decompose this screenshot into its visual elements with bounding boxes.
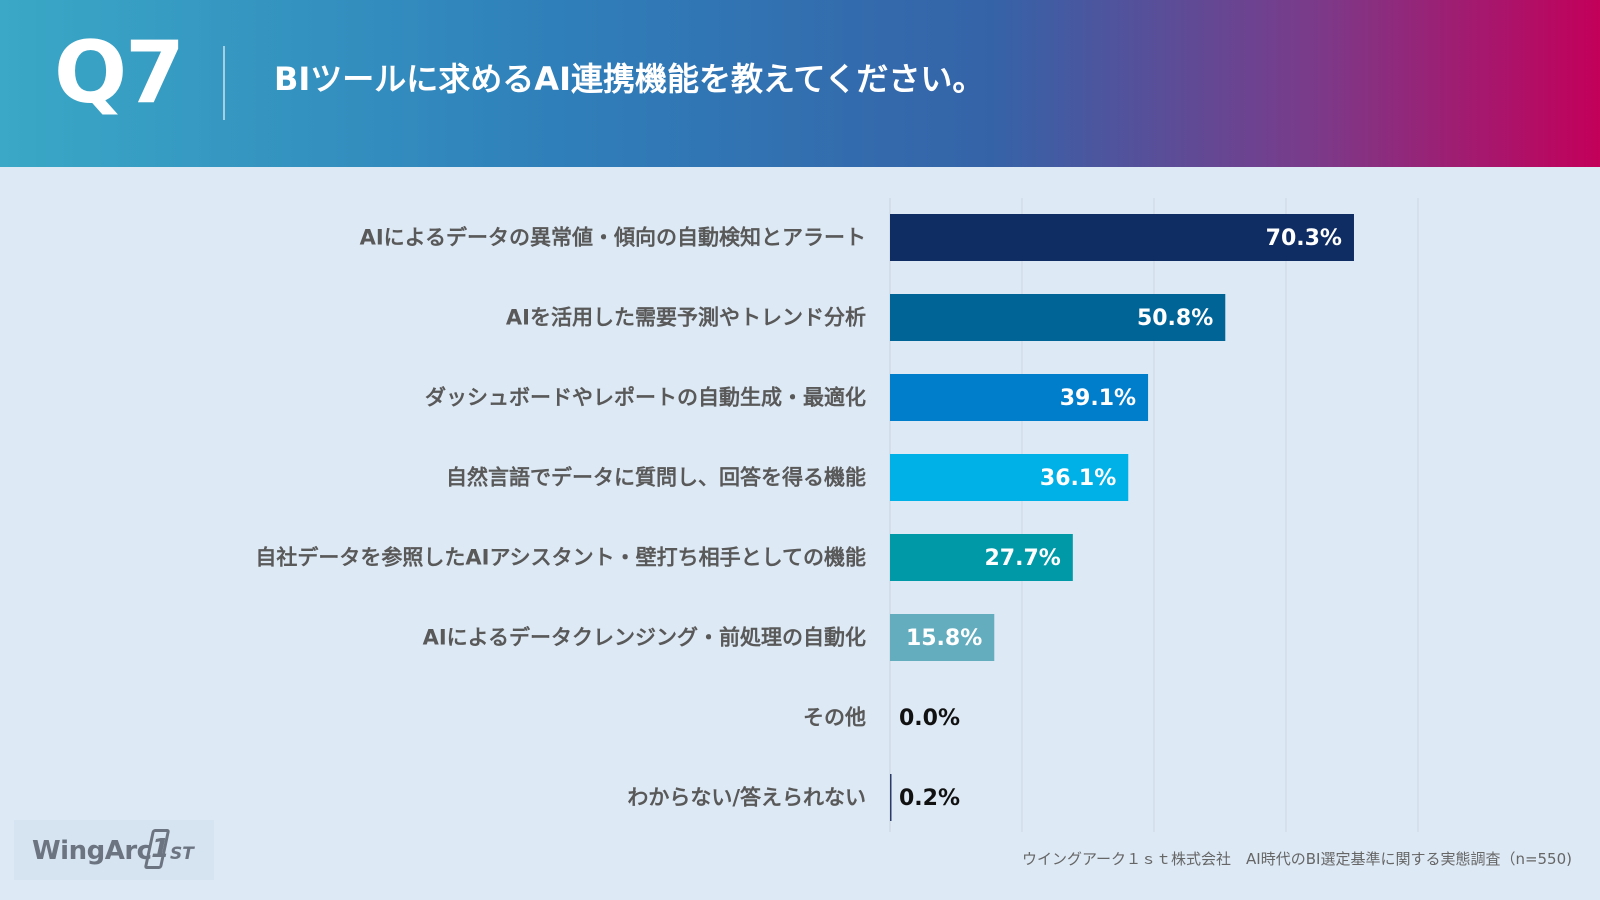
logo-digit-mark: 1 bbox=[143, 829, 172, 869]
value-label: 70.3% bbox=[1266, 226, 1342, 251]
category-label: AIによるデータクレンジング・前処理の自動化 bbox=[423, 626, 866, 650]
logo-wordmark: WingArc bbox=[32, 836, 152, 866]
category-label: AIを活用した需要予測やトレンド分析 bbox=[506, 306, 866, 330]
company-logo: WingArc 1 ST bbox=[14, 820, 214, 880]
bar bbox=[890, 534, 1073, 581]
bar bbox=[890, 614, 995, 661]
category-label: その他 bbox=[803, 706, 866, 730]
bar bbox=[890, 774, 892, 821]
bars bbox=[890, 214, 1354, 821]
category-labels: AIによるデータの異常値・傾向の自動検知とアラート AIを活用した需要予測やトレン… bbox=[255, 226, 866, 810]
value-label: 0.2% bbox=[899, 786, 960, 811]
question-number: Q7 bbox=[54, 23, 185, 123]
value-label: 15.8% bbox=[906, 626, 982, 651]
bar bbox=[890, 294, 1226, 341]
header-divider bbox=[223, 46, 225, 120]
bar bbox=[890, 454, 1129, 501]
value-label: 36.1% bbox=[1040, 466, 1116, 491]
value-labels: 70.3% 50.8% 39.1% 36.1% 27.7% 15.8% 0.0% 0.2% bbox=[899, 226, 1342, 811]
logo-suffix: ST bbox=[170, 844, 194, 864]
bar bbox=[890, 214, 1354, 261]
header-banner: Q7 BIツールに求めるAI連携機能を教えてください。 bbox=[0, 0, 1600, 167]
grid-lines bbox=[889, 198, 1419, 832]
value-label: 0.0% bbox=[899, 706, 960, 731]
category-label: わからない/答えられない bbox=[627, 786, 866, 810]
bar bbox=[890, 374, 1149, 421]
value-label: 27.7% bbox=[984, 546, 1060, 571]
question-title: BIツールに求めるAI連携機能を教えてください。 bbox=[274, 60, 985, 98]
value-label: 50.8% bbox=[1137, 306, 1213, 331]
value-label: 39.1% bbox=[1060, 386, 1136, 411]
category-label: 自然言語でデータに質問し、回答を得る機能 bbox=[446, 466, 866, 490]
category-label: AIによるデータの異常値・傾向の自動検知とアラート bbox=[360, 226, 866, 250]
category-label: 自社データを参照したAIアシスタント・壁打ち相手としての機能 bbox=[255, 546, 866, 570]
source-note: ウイングアーク１ｓｔ株式会社 AI時代のBI選定基準に関する実態調査（n=550… bbox=[1021, 850, 1572, 868]
category-label: ダッシュボードやレポートの自動生成・最適化 bbox=[425, 386, 866, 410]
